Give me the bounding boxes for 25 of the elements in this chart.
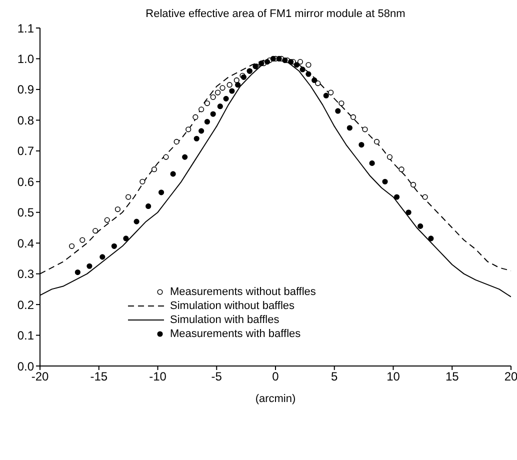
y-tick-label: 0.3 xyxy=(17,267,34,282)
y-tick-label: 1.0 xyxy=(17,52,34,66)
legend-label: Simulation with baffles xyxy=(170,313,280,327)
x-tick-label: 10 xyxy=(386,370,400,384)
x-tick-label: 15 xyxy=(445,370,460,384)
y-tick-label: 0.8 xyxy=(17,113,34,128)
legend-label: Measurements with baffles xyxy=(170,327,301,341)
y-tick-label: 0.7 xyxy=(17,144,34,158)
chart-title: Relative effective area of FM1 mirror module at 58nm xyxy=(144,8,406,20)
y-tick-label: 0.5 xyxy=(17,206,34,220)
legend-label: Measurements without baffles xyxy=(170,285,316,299)
x-tick-label: -5 xyxy=(211,370,222,384)
y-tick-label: 0.6 xyxy=(17,174,34,189)
y-tick-label: 0.1 xyxy=(17,328,34,343)
x-tick-label: 5 xyxy=(331,370,338,384)
y-tick-label: 0.4 xyxy=(17,236,34,250)
legend-label: Simulation without baffles xyxy=(170,299,295,313)
x-tick-label: -15 xyxy=(90,370,108,384)
x-tick-label: -10 xyxy=(149,370,167,384)
x-tick-label: 0 xyxy=(272,370,280,384)
y-tick-label: 0.9 xyxy=(17,82,34,97)
x-tick-label: 20 xyxy=(504,370,517,384)
y-tick-label: 1.1 xyxy=(17,21,34,36)
x-axis-title: (arcmin) xyxy=(255,393,296,405)
y-tick-label: 0.2 xyxy=(17,298,34,312)
